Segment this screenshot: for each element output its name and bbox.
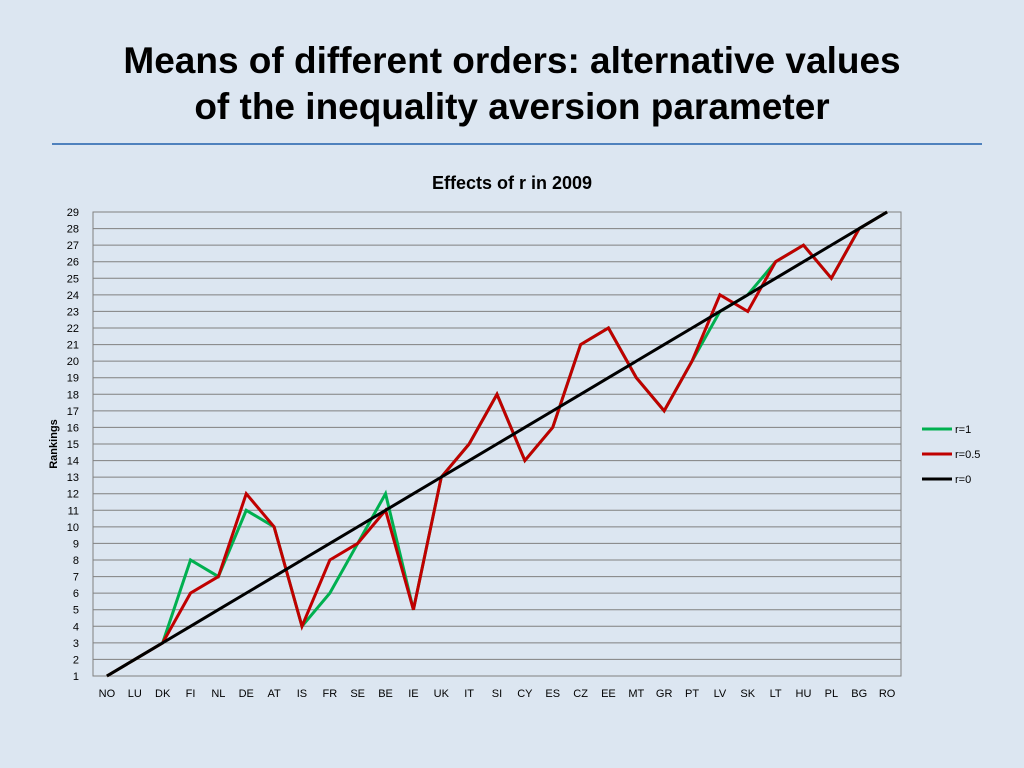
chart-gridlines bbox=[93, 211, 901, 677]
y-tick-label: 23 bbox=[67, 306, 79, 318]
x-tick-label: IS bbox=[297, 688, 307, 700]
x-tick-label: IE bbox=[408, 688, 418, 700]
x-tick-label: NO bbox=[99, 688, 116, 700]
y-axis-ticks: 1234567891011121314151617181920212223242… bbox=[67, 207, 79, 683]
x-tick-label: LT bbox=[770, 688, 782, 700]
y-tick-label: 14 bbox=[67, 456, 79, 468]
y-tick-label: 20 bbox=[67, 356, 79, 368]
y-tick-label: 19 bbox=[67, 373, 79, 385]
legend-item: r=1 bbox=[922, 424, 971, 436]
y-tick-label: 17 bbox=[67, 406, 79, 418]
chart-series bbox=[106, 210, 888, 678]
y-tick-label: 9 bbox=[73, 538, 79, 550]
y-tick-label: 21 bbox=[67, 340, 79, 352]
x-tick-label: PL bbox=[825, 688, 838, 700]
x-tick-label: AT bbox=[267, 688, 281, 700]
x-tick-label: IT bbox=[464, 688, 474, 700]
y-tick-label: 29 bbox=[67, 207, 79, 219]
slide-title-line-2: of the inequality aversion parameter bbox=[194, 86, 830, 127]
y-tick-label: 5 bbox=[73, 605, 79, 617]
x-tick-label: ES bbox=[545, 688, 560, 700]
x-tick-label: LV bbox=[714, 688, 727, 700]
y-tick-label: 8 bbox=[73, 555, 79, 567]
series-2 bbox=[106, 210, 888, 678]
y-tick-label: 7 bbox=[73, 572, 79, 584]
y-tick-label: 2 bbox=[73, 654, 79, 666]
y-tick-label: 3 bbox=[73, 638, 79, 650]
y-tick-label: 27 bbox=[67, 240, 79, 252]
x-axis-ticks: NO LU DK FI NL DE AT IS FR SE BE IE UK IT SI CY ES CZ EE MT… bbox=[99, 688, 896, 700]
x-tick-label: BE bbox=[378, 688, 393, 700]
y-tick-label: 18 bbox=[67, 389, 79, 401]
plot-area bbox=[92, 211, 902, 677]
y-tick-label: 11 bbox=[68, 505, 79, 517]
x-tick-label: RO bbox=[879, 688, 896, 700]
y-tick-label: 15 bbox=[67, 439, 79, 451]
legend-label: r=0 bbox=[955, 474, 971, 486]
y-tick-label: 16 bbox=[67, 422, 79, 434]
legend-item: r=0.5 bbox=[922, 449, 980, 461]
x-tick-label: SK bbox=[740, 688, 755, 700]
x-tick-label: HU bbox=[796, 688, 812, 700]
x-tick-label: LU bbox=[128, 688, 142, 700]
x-tick-label: SI bbox=[492, 688, 502, 700]
x-tick-label: GR bbox=[656, 688, 673, 700]
legend-item: r=0 bbox=[922, 474, 971, 486]
y-tick-label: 6 bbox=[73, 588, 79, 600]
y-tick-label: 12 bbox=[67, 489, 79, 501]
slide-title-line-1: Means of different orders: alternative v… bbox=[123, 40, 901, 81]
y-axis-label: Rankings bbox=[48, 419, 60, 469]
y-tick-label: 1 bbox=[73, 671, 79, 683]
x-tick-label: EE bbox=[601, 688, 616, 700]
y-tick-label: 13 bbox=[67, 472, 79, 484]
x-tick-label: DK bbox=[155, 688, 171, 700]
chart-title: Effects of r in 2009 bbox=[432, 173, 592, 193]
legend-label: r=1 bbox=[955, 424, 971, 436]
y-tick-label: 25 bbox=[67, 273, 79, 285]
y-tick-label: 26 bbox=[67, 257, 79, 269]
y-tick-label: 28 bbox=[67, 224, 79, 236]
chart-legend: r=1 r=0.5 r=0 bbox=[922, 424, 980, 486]
x-tick-label: CY bbox=[517, 688, 533, 700]
x-tick-label: DE bbox=[239, 688, 254, 700]
legend-label: r=0.5 bbox=[955, 449, 980, 461]
x-tick-label: FI bbox=[186, 688, 196, 700]
y-tick-label: 24 bbox=[67, 290, 79, 302]
y-tick-label: 22 bbox=[67, 323, 79, 335]
x-tick-label: NL bbox=[211, 688, 225, 700]
y-tick-label: 10 bbox=[67, 522, 79, 534]
x-tick-label: UK bbox=[434, 688, 450, 700]
slide-title: Means of different orders: alternative v… bbox=[0, 38, 1024, 130]
x-tick-label: MT bbox=[628, 688, 644, 700]
x-tick-label: PT bbox=[685, 688, 699, 700]
title-divider bbox=[52, 143, 982, 145]
x-tick-label: SE bbox=[350, 688, 365, 700]
x-tick-label: BG bbox=[851, 688, 867, 700]
y-tick-label: 4 bbox=[73, 621, 79, 633]
x-tick-label: FR bbox=[322, 688, 337, 700]
x-tick-label: CZ bbox=[573, 688, 588, 700]
